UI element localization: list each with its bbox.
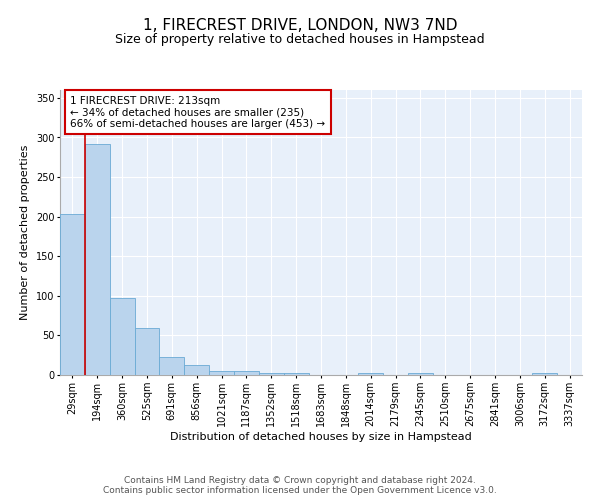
Bar	[532, 374, 557, 375]
Bar	[259, 372, 284, 375]
Bar	[209, 371, 234, 375]
Text: 1, FIRECREST DRIVE, LONDON, NW3 7ND: 1, FIRECREST DRIVE, LONDON, NW3 7ND	[143, 18, 457, 32]
Bar	[358, 374, 383, 375]
Bar	[85, 144, 110, 375]
Bar	[60, 214, 85, 375]
X-axis label: Distribution of detached houses by size in Hampstead: Distribution of detached houses by size …	[170, 432, 472, 442]
Bar	[184, 364, 209, 375]
Bar	[408, 374, 433, 375]
Bar	[110, 298, 134, 375]
Text: 1 FIRECREST DRIVE: 213sqm
← 34% of detached houses are smaller (235)
66% of semi: 1 FIRECREST DRIVE: 213sqm ← 34% of detac…	[70, 96, 326, 129]
Text: Size of property relative to detached houses in Hampstead: Size of property relative to detached ho…	[115, 32, 485, 46]
Bar	[160, 357, 184, 375]
Text: Contains HM Land Registry data © Crown copyright and database right 2024.
Contai: Contains HM Land Registry data © Crown c…	[103, 476, 497, 495]
Bar	[284, 374, 308, 375]
Y-axis label: Number of detached properties: Number of detached properties	[20, 145, 30, 320]
Bar	[234, 371, 259, 375]
Bar	[134, 328, 160, 375]
